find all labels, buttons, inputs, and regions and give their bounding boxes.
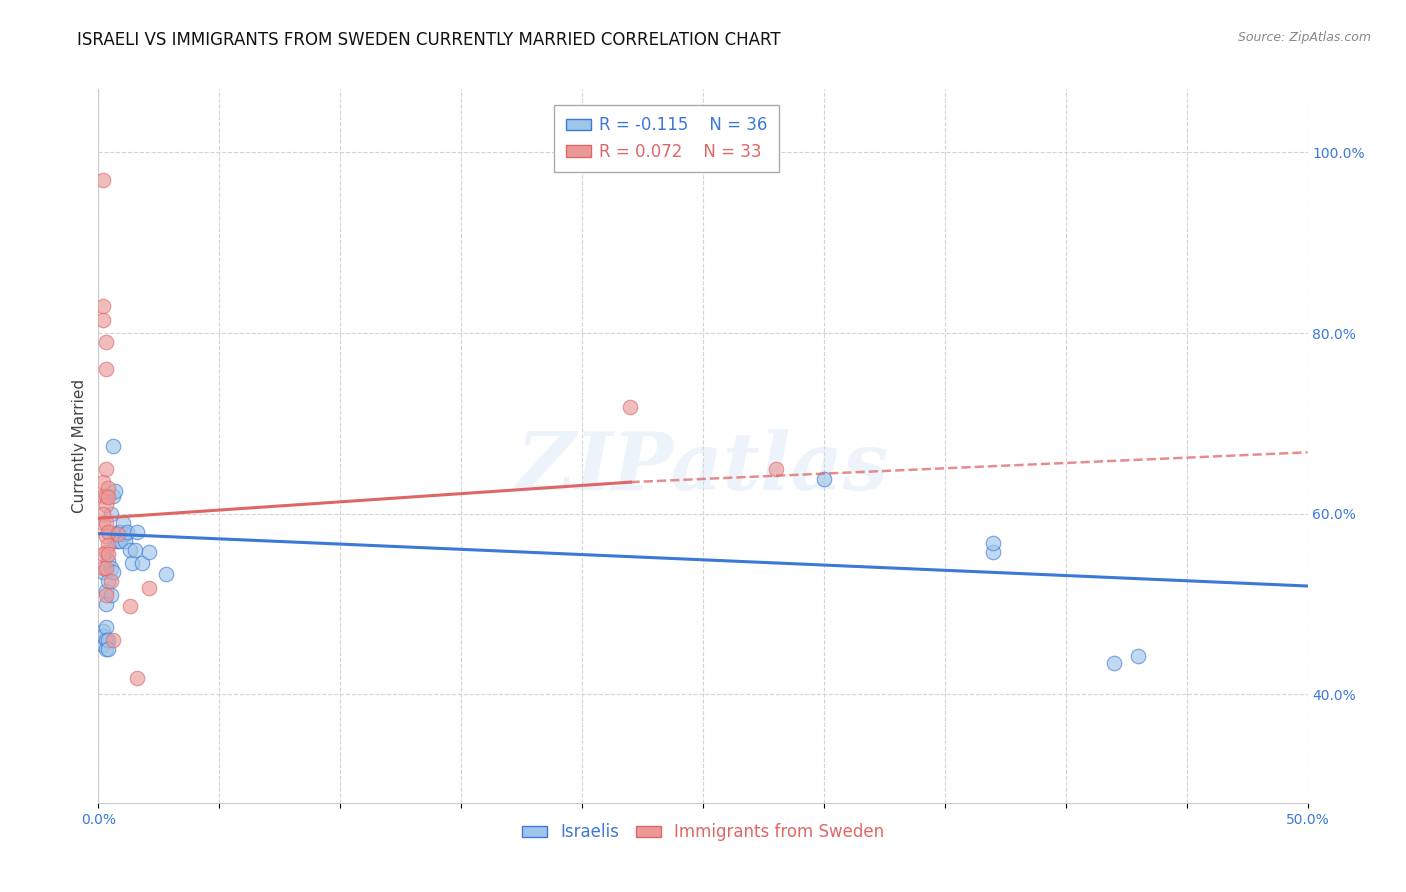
Point: [813, 472, 835, 486]
Point: [94, 335, 117, 350]
Point: [94, 461, 117, 475]
Point: [94, 362, 117, 376]
Point: [107, 526, 129, 541]
Point: [101, 633, 124, 648]
Point: [94, 529, 117, 543]
Point: [108, 524, 131, 539]
Point: [124, 542, 146, 557]
Point: [91, 299, 114, 313]
Point: [107, 524, 129, 539]
Point: [94, 498, 117, 512]
Point: [155, 567, 177, 582]
Point: [97, 642, 120, 657]
Legend: Israelis, Immigrants from Sweden: Israelis, Immigrants from Sweden: [515, 817, 891, 848]
Point: [981, 544, 1004, 558]
Point: [104, 484, 127, 499]
Point: [97, 574, 120, 589]
Point: [91, 475, 114, 490]
Point: [91, 629, 114, 643]
Point: [91, 548, 114, 562]
Point: [97, 633, 120, 648]
Point: [91, 638, 114, 652]
Point: [100, 507, 122, 521]
Point: [97, 554, 120, 568]
Point: [981, 535, 1004, 549]
Point: [97, 491, 120, 505]
Point: [765, 461, 787, 475]
Point: [100, 574, 122, 589]
Point: [127, 822, 149, 837]
Point: [97, 538, 120, 552]
Y-axis label: Currently Married: Currently Married: [72, 379, 87, 513]
Point: [619, 400, 641, 414]
Point: [91, 489, 114, 503]
Point: [94, 583, 117, 598]
Point: [91, 516, 114, 530]
Point: [91, 507, 114, 521]
Point: [138, 581, 160, 595]
Point: [101, 489, 124, 503]
Text: Source: ZipAtlas.com: Source: ZipAtlas.com: [1237, 31, 1371, 45]
Point: [127, 524, 149, 539]
Point: [94, 620, 117, 634]
Point: [91, 312, 114, 326]
Point: [108, 533, 131, 548]
Point: [138, 544, 160, 558]
Point: [121, 557, 143, 571]
Point: [91, 624, 114, 639]
Point: [100, 561, 122, 575]
Point: [94, 561, 117, 575]
Point: [101, 566, 124, 580]
Point: [111, 516, 134, 530]
Point: [101, 439, 124, 453]
Point: [94, 633, 117, 648]
Point: [127, 671, 149, 685]
Point: [94, 516, 117, 530]
Point: [91, 172, 114, 186]
Point: [94, 588, 117, 602]
Point: [94, 597, 117, 611]
Point: [94, 544, 117, 558]
Point: [118, 542, 141, 557]
Point: [97, 548, 120, 562]
Point: [118, 599, 141, 613]
Point: [97, 524, 120, 539]
Point: [1128, 648, 1150, 663]
Point: [104, 533, 127, 548]
Point: [107, 533, 129, 548]
Point: [117, 524, 139, 539]
Point: [114, 533, 136, 548]
Point: [91, 561, 114, 575]
Point: [100, 588, 122, 602]
Point: [94, 642, 117, 657]
Point: [94, 489, 117, 503]
Text: ZIPatlas: ZIPatlas: [517, 429, 889, 506]
Point: [114, 526, 136, 541]
Point: [97, 482, 120, 496]
Point: [131, 557, 153, 571]
Point: [91, 566, 114, 580]
Point: [1102, 656, 1125, 670]
Text: ISRAELI VS IMMIGRANTS FROM SWEDEN CURRENTLY MARRIED CORRELATION CHART: ISRAELI VS IMMIGRANTS FROM SWEDEN CURREN…: [77, 31, 780, 49]
